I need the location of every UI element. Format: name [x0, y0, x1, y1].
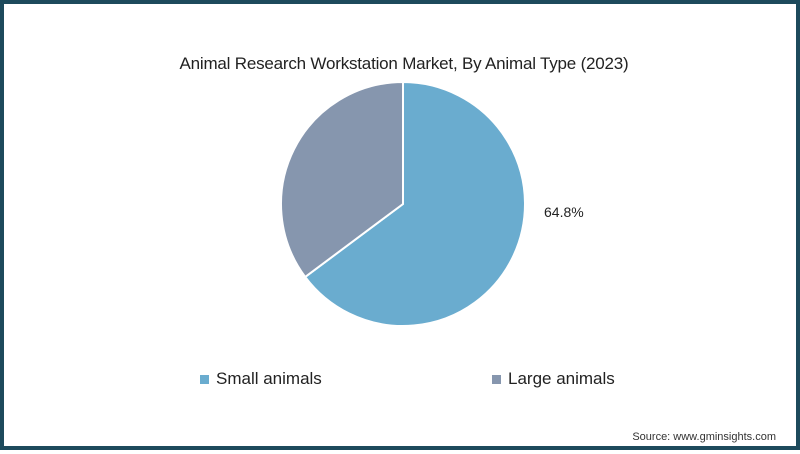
legend-item-large-animals: Large animals — [492, 369, 615, 389]
chart-title: Animal Research Workstation Market, By A… — [179, 54, 629, 73]
legend-label-small: Small animals — [216, 369, 322, 388]
pie-slice-small-animals — [303, 80, 526, 327]
legend-label-large: Large animals — [508, 369, 615, 388]
data-label-small-animals: 64.8% — [544, 204, 584, 220]
legend-item-small-animals: Small animals — [200, 369, 322, 389]
pie-slice-large-animals — [280, 80, 404, 279]
legend-swatch-large — [492, 374, 501, 384]
pie-chart — [280, 80, 526, 327]
source-note: Source: www.gminsights.com — [632, 431, 776, 443]
legend-swatch-small — [200, 374, 209, 384]
